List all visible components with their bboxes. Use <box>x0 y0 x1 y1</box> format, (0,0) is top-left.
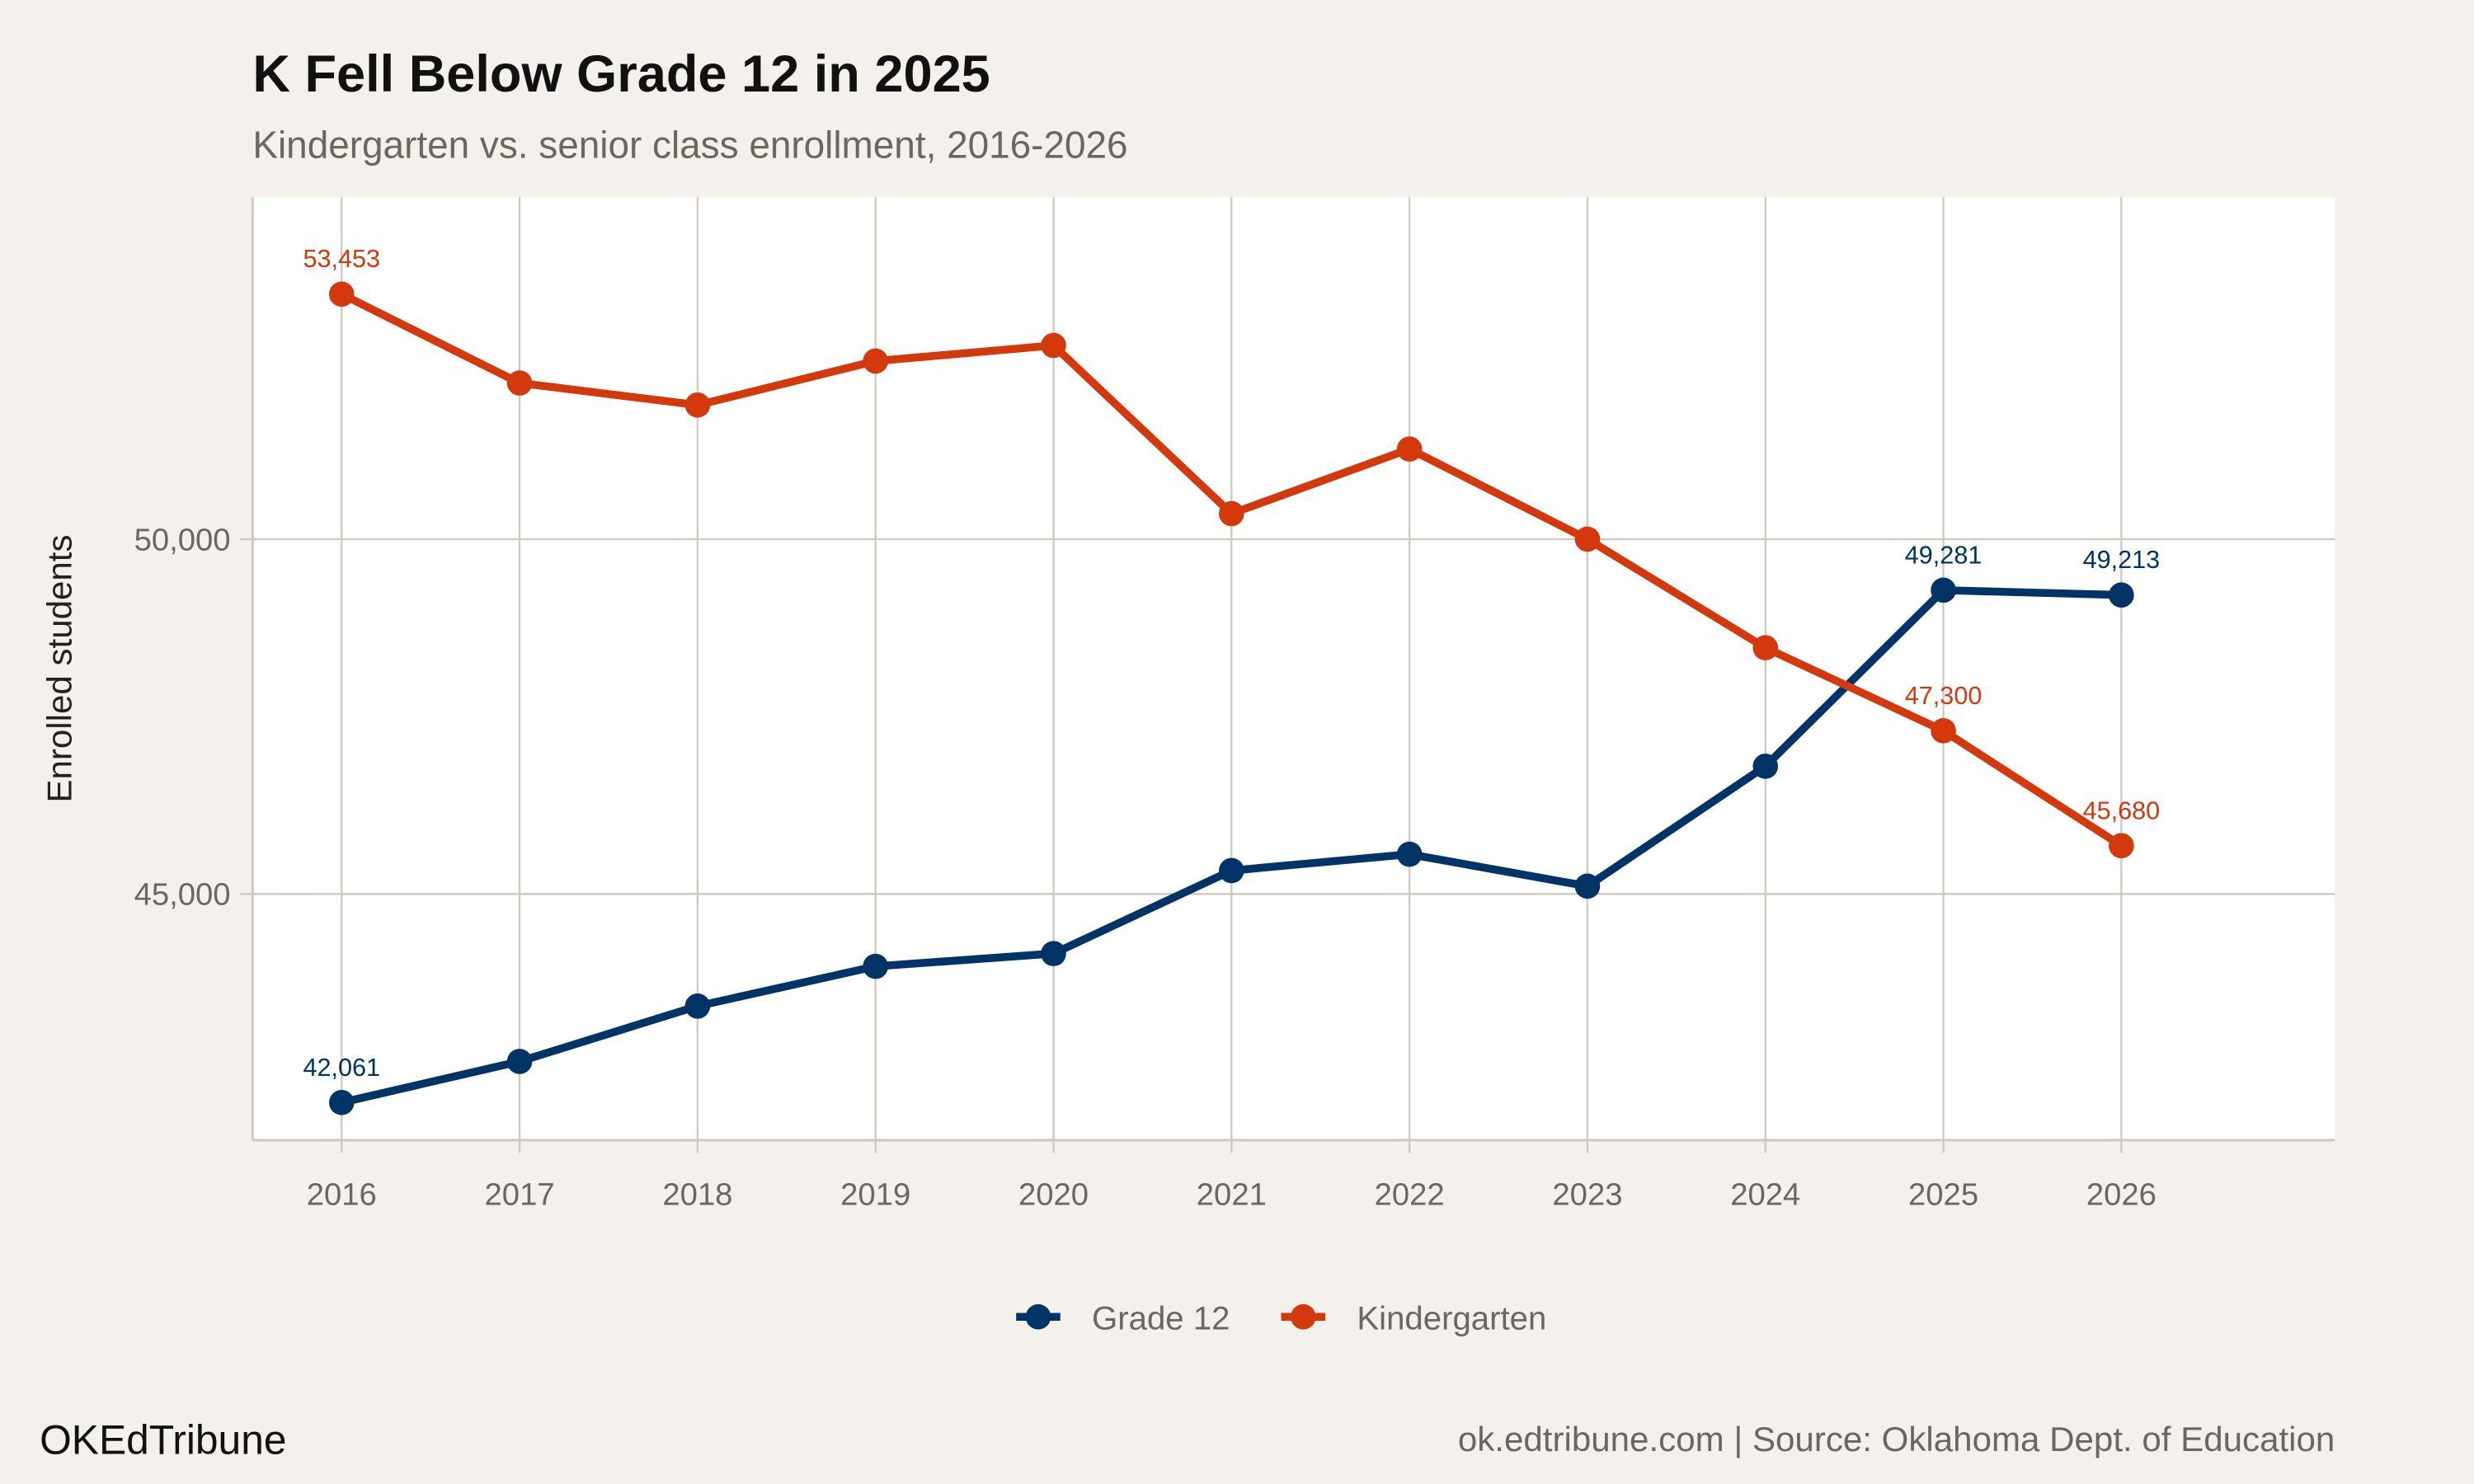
data-point <box>1931 577 1956 603</box>
data-point <box>1752 635 1779 660</box>
x-tick-label: 2017 <box>485 1176 555 1212</box>
legend-label: Kindergarten <box>1357 1300 1546 1337</box>
data-point <box>863 348 889 374</box>
data-point <box>1396 436 1423 462</box>
data-point <box>684 392 711 418</box>
x-tick-label: 2016 <box>307 1176 377 1212</box>
data-point <box>1219 857 1244 884</box>
data-point <box>1041 941 1066 966</box>
x-tick-label: 2026 <box>2086 1176 2157 1212</box>
y-tick-label: 45,000 <box>134 877 231 913</box>
data-point <box>506 1049 533 1074</box>
data-label: 42,061 <box>303 1054 380 1082</box>
data-point <box>1752 754 1779 779</box>
data-point <box>863 953 889 979</box>
series-grade-12: 42,061 49,281 49,213 <box>303 541 2160 1115</box>
data-point <box>1219 500 1244 527</box>
data-label: 47,300 <box>1905 682 1982 710</box>
y-axis-ticks: 45,000 50,000 <box>134 522 253 913</box>
footer-source: ok.edtribune.com | Source: Oklahoma Dept… <box>1458 1420 2335 1458</box>
data-point <box>328 1089 355 1115</box>
x-tick-label: 2019 <box>840 1176 910 1212</box>
data-label: 45,680 <box>2083 796 2161 824</box>
x-tick-label: 2021 <box>1197 1176 1267 1212</box>
x-tick-label: 2018 <box>662 1176 732 1212</box>
data-point <box>2109 833 2134 859</box>
legend-item: Grade 12 <box>1016 1300 1230 1337</box>
x-tick-label: 2022 <box>1375 1176 1445 1212</box>
data-point <box>328 281 355 308</box>
chart-title: K Fell Below Grade 12 in 2025 <box>252 45 990 103</box>
data-label: 49,213 <box>2083 546 2161 574</box>
legend: Grade 12 Kindergarten <box>1016 1300 1546 1337</box>
legend-item: Kindergarten <box>1281 1300 1546 1337</box>
data-label: 49,281 <box>1905 541 1982 569</box>
y-tick-label: 50,000 <box>134 522 231 557</box>
footer-brand: OKEdTribune <box>40 1417 286 1463</box>
series-group: 42,061 49,281 49,213 53,453 47,300 45,680 <box>303 245 2160 1115</box>
x-tick-label: 2020 <box>1018 1176 1089 1212</box>
data-point <box>1396 841 1423 867</box>
data-point <box>1574 526 1601 552</box>
data-point <box>684 993 711 1019</box>
series-kindergarten: 53,453 47,300 45,680 <box>303 245 2161 859</box>
data-label: 53,453 <box>303 245 380 273</box>
legend-point-key <box>1025 1303 1051 1330</box>
x-tick-label: 2025 <box>1908 1176 1978 1212</box>
data-point <box>1574 873 1601 899</box>
plot-panel <box>252 197 2335 1140</box>
gridlines <box>252 197 2335 1140</box>
data-point <box>2109 582 2134 608</box>
legend-label: Grade 12 <box>1092 1300 1230 1337</box>
x-tick-label: 2023 <box>1552 1176 1622 1212</box>
legend-point-key <box>1291 1303 1316 1330</box>
data-point <box>1931 718 1956 744</box>
data-point <box>1041 332 1066 359</box>
data-point <box>506 370 533 396</box>
x-tick-label: 2024 <box>1730 1176 1800 1212</box>
chart-subtitle: Kindergarten vs. senior class enrollment… <box>252 123 1127 166</box>
y-axis-label: Enrolled students <box>40 534 78 802</box>
x-axis-ticks: 2016 2017 2018 2019 2020 2021 2022 2023 2024 2025… <box>307 1139 2157 1212</box>
